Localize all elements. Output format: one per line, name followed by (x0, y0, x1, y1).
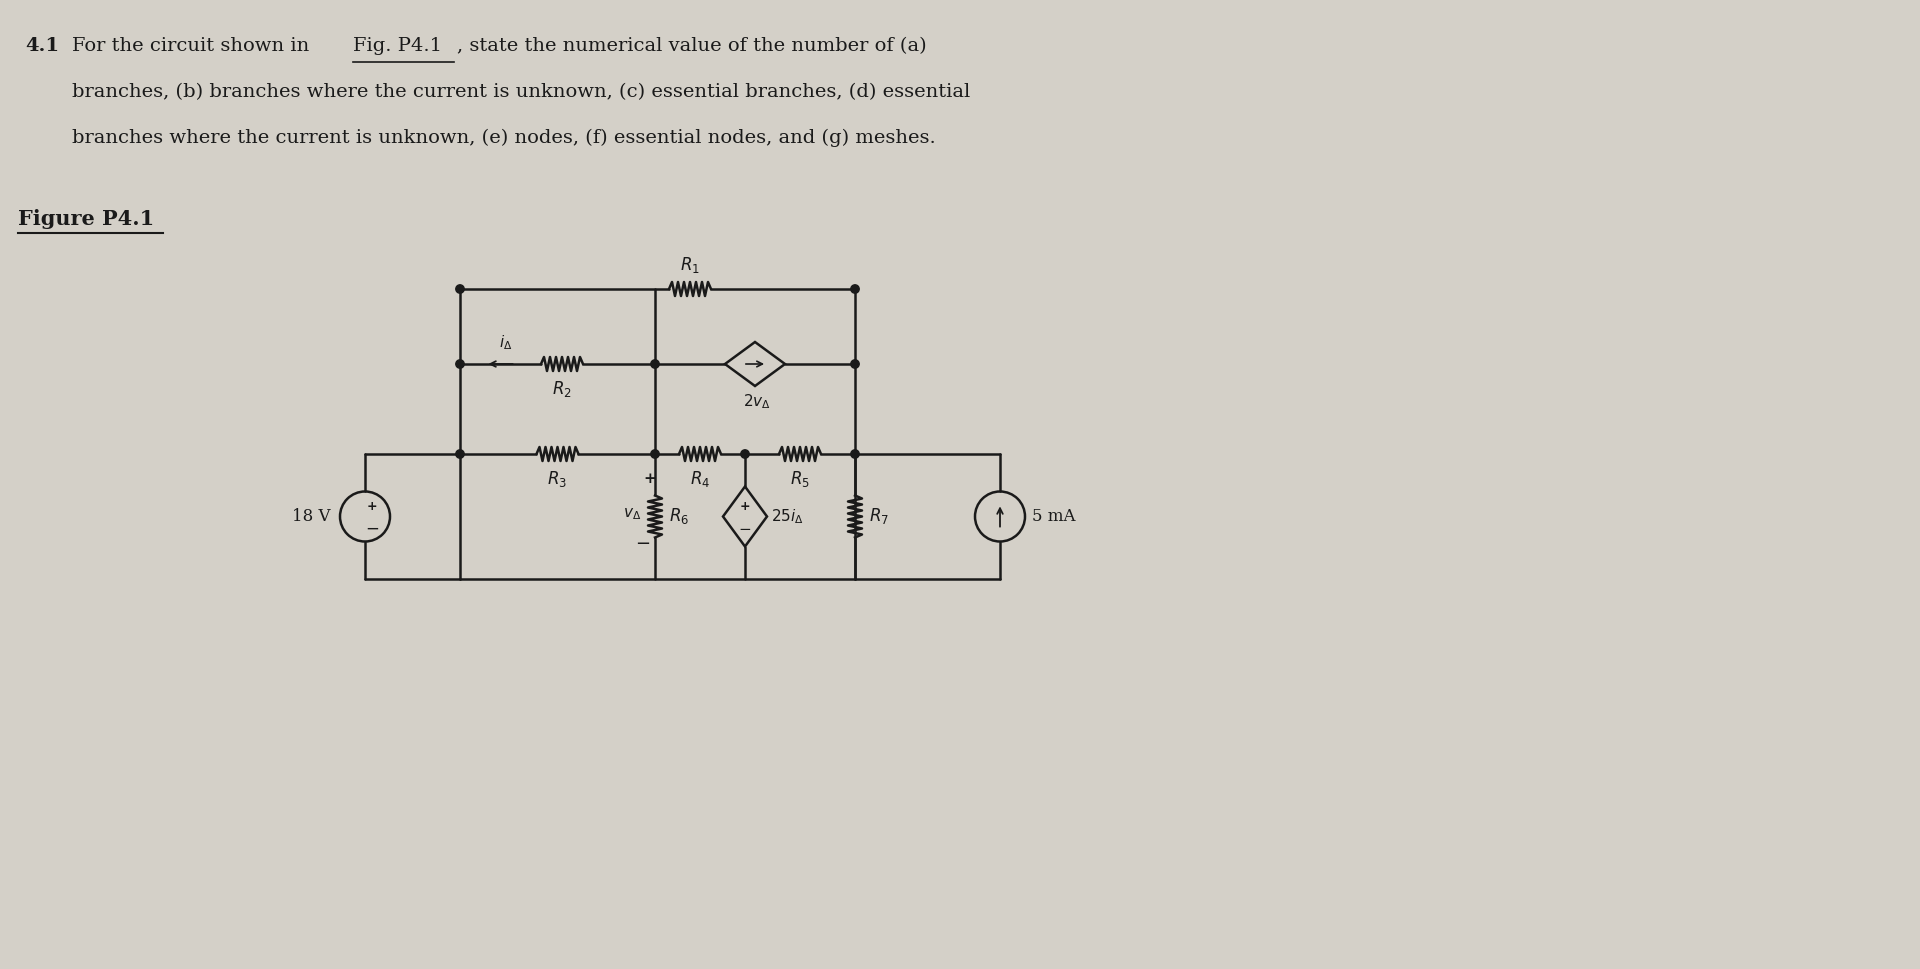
Text: $R_1$: $R_1$ (680, 255, 701, 275)
Circle shape (651, 359, 659, 368)
Text: , state the numerical value of the number of (a): , state the numerical value of the numbe… (457, 37, 927, 55)
Text: $R_4$: $R_4$ (689, 469, 710, 489)
Text: $2v_\Delta$: $2v_\Delta$ (743, 392, 772, 411)
Text: branches, (b) branches where the current is unknown, (c) essential branches, (d): branches, (b) branches where the current… (73, 83, 970, 101)
Text: Fig. P4.1: Fig. P4.1 (353, 37, 442, 55)
Circle shape (741, 450, 749, 458)
Circle shape (851, 285, 860, 294)
Circle shape (651, 450, 659, 458)
Text: For the circuit shown in: For the circuit shown in (73, 37, 315, 55)
Circle shape (851, 359, 860, 368)
Text: +: + (643, 472, 657, 486)
Text: −: − (365, 519, 378, 538)
Text: 5 mA: 5 mA (1033, 508, 1075, 525)
Circle shape (851, 450, 860, 458)
Circle shape (455, 359, 465, 368)
Circle shape (455, 285, 465, 294)
Text: Figure P4.1: Figure P4.1 (17, 209, 154, 229)
Text: −: − (636, 536, 651, 553)
Text: +: + (367, 500, 378, 513)
Text: 4.1: 4.1 (25, 37, 60, 55)
Text: $i_\Delta$: $i_\Delta$ (499, 333, 513, 352)
Text: branches where the current is unknown, (e) nodes, (f) essential nodes, and (g) m: branches where the current is unknown, (… (73, 129, 935, 147)
Text: +: + (739, 500, 751, 513)
Text: $R_3$: $R_3$ (547, 469, 568, 489)
Circle shape (455, 450, 465, 458)
Text: $R_2$: $R_2$ (553, 379, 572, 399)
Text: −: − (739, 522, 751, 537)
Text: $v_\Delta$: $v_\Delta$ (622, 507, 641, 522)
Text: $R_6$: $R_6$ (668, 507, 689, 526)
Text: $25i_\Delta$: $25i_\Delta$ (772, 507, 804, 526)
Text: 18 V: 18 V (292, 508, 330, 525)
Text: $R_7$: $R_7$ (870, 507, 889, 526)
Text: $R_5$: $R_5$ (789, 469, 810, 489)
